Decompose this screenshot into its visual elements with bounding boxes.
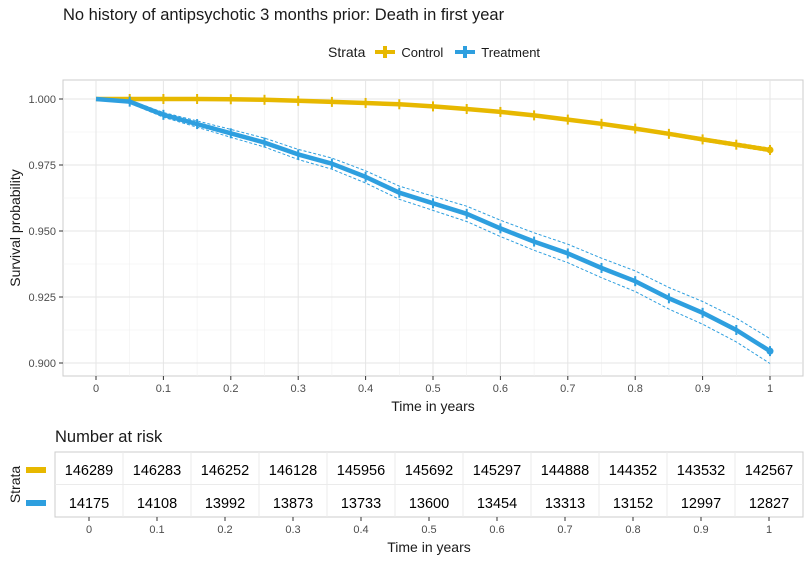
risk-value-control: 144888: [541, 463, 589, 479]
x-tick-label: 0.9: [695, 383, 710, 395]
y-tick-label: 0.925: [28, 292, 56, 304]
risk-y-axis-title: Strata: [7, 466, 23, 504]
risk-table-title: Number at risk: [55, 428, 163, 446]
risk-value-control: 146283: [133, 463, 181, 479]
risk-value-treatment: 13600: [409, 496, 449, 512]
x-tick-label: 0.1: [156, 383, 171, 395]
legend-title: Strata: [328, 44, 366, 60]
risk-value-control: 145692: [405, 463, 453, 479]
risk-row-key-control: [26, 467, 46, 473]
ci-upper-treatment: [95, 98, 771, 340]
risk-value-control: 144352: [609, 463, 657, 479]
x-tick-label: 0: [93, 383, 99, 395]
risk-x-tick-label: 0.5: [421, 524, 436, 536]
legend: Strata Control Treatment: [328, 44, 548, 60]
x-axis-title: Time in years: [391, 398, 475, 414]
x-tick-label: 1: [767, 383, 773, 395]
x-tick-label: 0.4: [358, 383, 373, 395]
x-tick-label: 0.3: [291, 383, 306, 395]
risk-row-key-treatment: [26, 500, 46, 506]
risk-x-tick-label: 1: [766, 524, 772, 536]
risk-value-treatment: 12827: [749, 496, 789, 512]
risk-value-treatment: 13313: [545, 496, 585, 512]
risk-value-treatment: 13152: [613, 496, 653, 512]
risk-x-tick-label: 0.1: [149, 524, 164, 536]
x-tick-label: 0.7: [560, 383, 575, 395]
curve-end-point-control: [766, 146, 774, 154]
risk-value-treatment: 13454: [477, 496, 517, 512]
risk-table: 146289 146283 146252 146128 145956 145692 1452…: [7, 451, 804, 555]
legend-label-control: Control: [401, 44, 444, 60]
risk-x-tick-label: 0.9: [693, 524, 708, 536]
y-axis-title: Survival probability: [7, 169, 23, 287]
risk-value-treatment: 12997: [681, 496, 721, 512]
x-tick-label: 0.8: [628, 383, 643, 395]
y-tick-label: 0.950: [28, 226, 56, 238]
risk-value-control: 145956: [337, 463, 385, 479]
risk-value-treatment: 13873: [273, 496, 313, 512]
ci-lower-treatment: [95, 98, 771, 364]
risk-value-control: 145297: [473, 463, 521, 479]
risk-value-control: 142567: [745, 463, 793, 479]
x-tick-label: 0.5: [425, 383, 440, 395]
risk-value-control: 146128: [269, 463, 317, 479]
x-tick-label: 0.2: [223, 383, 238, 395]
y-tick-label: 1.000: [28, 94, 56, 106]
legend-label-treatment: Treatment: [481, 44, 541, 60]
risk-value-treatment: 13992: [205, 496, 245, 512]
risk-value-treatment: 14175: [69, 496, 109, 512]
risk-value-treatment: 13733: [341, 496, 381, 512]
risk-x-tick-label: 0.2: [217, 524, 232, 536]
chart-title: No history of antipsychotic 3 months pri…: [63, 6, 505, 24]
risk-x-tick-label: 0.7: [557, 524, 572, 536]
risk-value-control: 146289: [65, 463, 113, 479]
risk-value-control: 143532: [677, 463, 725, 479]
curve-end-point-treatment: [766, 347, 774, 355]
survival-plot: 0 0.1 0.2 0.3 0.4 0.5 0.6 0.7 0.8 0.9 1 0.900 0.925 0…: [7, 79, 804, 414]
risk-x-tick-label: 0.8: [625, 524, 640, 536]
legend-key-treatment: [453, 44, 477, 60]
y-tick-label: 0.975: [28, 160, 56, 172]
risk-x-axis-title: Time in years: [387, 539, 471, 555]
risk-value-treatment: 14108: [137, 496, 177, 512]
risk-x-tick-label: 0.4: [353, 524, 368, 536]
risk-x-tick-label: 0: [86, 524, 92, 536]
risk-value-control: 146252: [201, 463, 249, 479]
y-tick-label: 0.900: [28, 358, 56, 370]
risk-x-tick-label: 0.6: [489, 524, 504, 536]
x-tick-label: 0.6: [493, 383, 508, 395]
legend-key-control: [373, 44, 397, 60]
risk-x-tick-label: 0.3: [285, 524, 300, 536]
